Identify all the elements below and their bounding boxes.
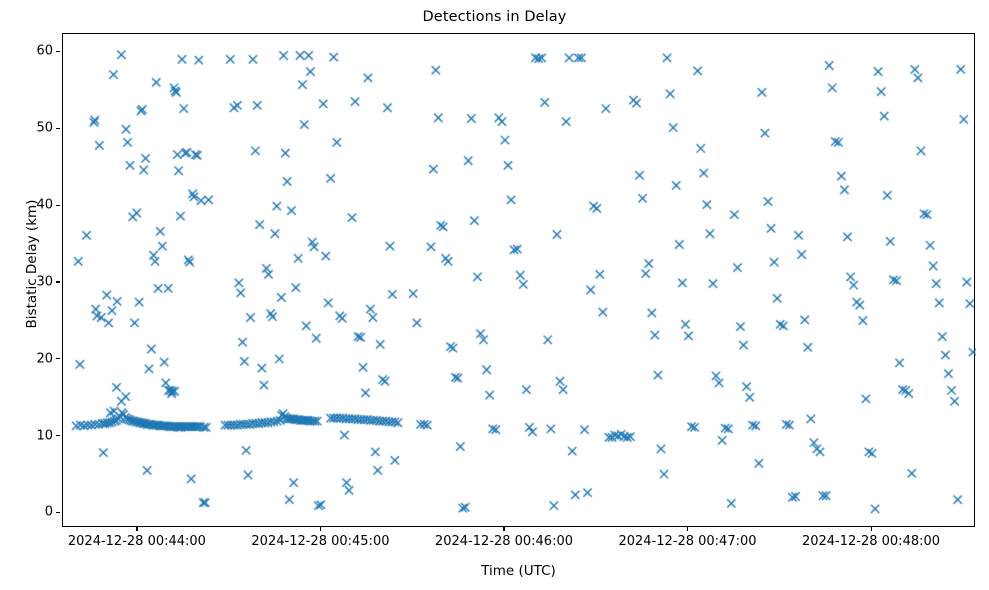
y-tick-mark	[56, 435, 60, 437]
y-tick-label: 40	[36, 197, 53, 213]
chart-title: Detections in Delay	[422, 9, 567, 25]
x-tick-label-group: 2024-12-28 00:44:00 2024-12-28 00:45:00 20…	[62, 534, 975, 554]
y-tick-mark	[56, 358, 60, 360]
x-tick-label: 2024-12-28 00:44:00	[67, 534, 206, 549]
y-tick-mark	[56, 127, 60, 129]
y-tick-label: 50	[36, 120, 53, 136]
x-tick-mark-group	[62, 527, 975, 533]
y-tick-mark	[56, 511, 60, 513]
y-tick-mark	[56, 50, 60, 53]
x-tick-label: 2024-12-28 00:47:00	[618, 534, 757, 549]
y-tick-mark	[56, 204, 60, 206]
x-tick-mark	[870, 527, 872, 531]
y-tick-label: 0	[44, 504, 53, 520]
y-tick-label-group: 0 10 20 30 40 50 60	[0, 33, 53, 527]
y-tick-label: 60	[36, 43, 53, 59]
x-tick-label: 2024-12-28 00:45:00	[251, 534, 390, 549]
y-tick-label: 10	[36, 428, 53, 444]
y-tick-mark-group	[0, 33, 62, 527]
y-tick-mark	[56, 281, 60, 283]
scatter-plot-canvas	[63, 34, 976, 528]
x-tick-mark	[319, 527, 322, 531]
x-tick-label: 2024-12-28 00:48:00	[801, 534, 941, 549]
x-tick-mark	[136, 527, 138, 531]
plot-axes-area	[62, 33, 976, 528]
x-axis-title: Time (UTC)	[481, 563, 556, 579]
x-tick-label: 2024-12-28 00:46:00	[434, 534, 574, 549]
y-tick-label: 30	[36, 274, 53, 290]
y-tick-label: 20	[36, 351, 53, 367]
x-tick-mark	[503, 527, 505, 531]
x-tick-mark	[686, 527, 689, 531]
